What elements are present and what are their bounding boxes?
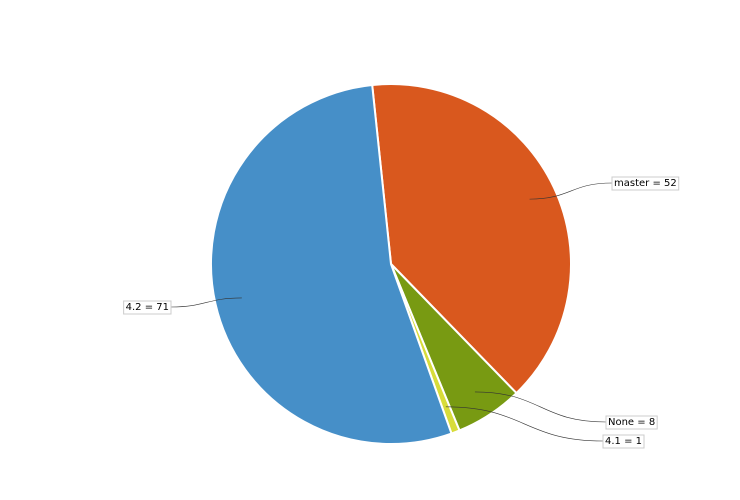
label-box: [123, 300, 172, 315]
data-label: 4.1 = 1: [602, 434, 645, 449]
data-label-text: master = 52: [614, 178, 677, 189]
leader-line: [529, 182, 613, 200]
pie-slice: [371, 83, 572, 395]
leader-line: [474, 391, 607, 423]
data-label: 4.2 = 71: [123, 300, 172, 315]
data-label: master = 52: [611, 176, 680, 191]
data-label-text: 4.2 = 71: [126, 302, 169, 313]
data-label-text: 4.1 = 1: [605, 436, 642, 447]
leader-line: [170, 297, 242, 308]
data-label: None = 8: [605, 415, 658, 430]
leader-line: [445, 406, 604, 442]
pie-slice: [210, 83, 453, 445]
data-label-text: None = 8: [608, 417, 655, 428]
label-box: [605, 415, 658, 430]
label-box: [602, 434, 645, 449]
label-box: [611, 176, 680, 191]
